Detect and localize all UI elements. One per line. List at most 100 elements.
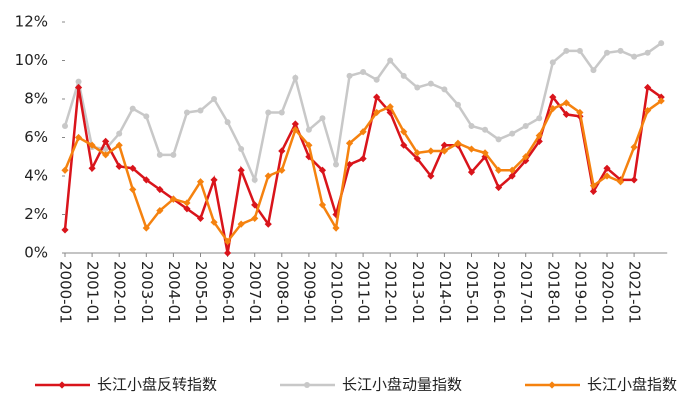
point <box>74 83 83 92</box>
point <box>617 47 624 54</box>
point <box>224 119 231 126</box>
x-tick-label: 2001-01 <box>84 261 102 324</box>
point <box>535 131 543 140</box>
point <box>562 99 570 107</box>
point <box>400 128 408 136</box>
point <box>197 107 204 114</box>
point <box>522 153 530 161</box>
point <box>305 141 313 149</box>
x-tick-label: 2019-01 <box>571 261 589 324</box>
point <box>427 172 435 180</box>
point <box>481 149 489 157</box>
point <box>333 161 339 168</box>
point <box>373 93 381 101</box>
point <box>536 115 543 122</box>
point <box>345 139 354 147</box>
point <box>631 53 638 60</box>
series <box>61 83 665 257</box>
point <box>360 69 367 76</box>
line <box>63 99 662 244</box>
y-tick-label: 10% <box>15 51 48 69</box>
x-tick-label: 2009-01 <box>300 261 318 324</box>
x-tick-label: 2021-01 <box>626 261 644 324</box>
x-tick-label: 2003-01 <box>138 261 156 324</box>
point <box>509 130 516 137</box>
point <box>238 146 245 153</box>
point <box>359 155 367 163</box>
point <box>318 201 327 209</box>
point <box>156 151 163 158</box>
point <box>304 382 310 388</box>
point <box>589 187 598 195</box>
point <box>549 93 557 101</box>
point <box>440 141 448 149</box>
point <box>467 145 476 153</box>
point <box>102 151 110 159</box>
point <box>603 172 611 180</box>
point <box>156 207 164 215</box>
point <box>644 83 652 92</box>
point <box>549 105 557 113</box>
point <box>644 106 652 115</box>
legend-label: 长江小盘动量指数 <box>342 376 462 394</box>
point <box>183 199 191 207</box>
point <box>589 182 598 190</box>
x-tick-label: 2014-01 <box>436 261 454 324</box>
x-tick-label: 2013-01 <box>409 261 427 324</box>
point <box>332 224 340 232</box>
point <box>467 168 476 176</box>
point <box>264 172 272 180</box>
point <box>61 226 69 234</box>
point <box>373 108 381 117</box>
x-tick-label: 2002-01 <box>111 261 129 324</box>
point <box>265 109 272 116</box>
point <box>400 72 407 79</box>
x-tick-label: 2017-01 <box>517 261 535 324</box>
series <box>62 40 665 184</box>
point <box>454 139 462 147</box>
point <box>88 141 96 149</box>
point <box>278 166 286 174</box>
point <box>143 113 150 120</box>
legend-label: 长江小盘指数 <box>587 376 677 394</box>
point <box>129 185 137 194</box>
point <box>454 101 461 108</box>
point <box>224 249 232 257</box>
point <box>251 201 259 209</box>
y-tick-label: 4% <box>24 167 48 185</box>
point <box>495 183 503 192</box>
point <box>603 164 611 172</box>
point <box>305 126 312 133</box>
point <box>319 115 326 122</box>
point <box>346 72 353 79</box>
point <box>62 122 68 129</box>
point <box>400 141 408 149</box>
point <box>359 128 367 136</box>
x-tick-label: 2007-01 <box>246 261 264 324</box>
point <box>224 237 232 246</box>
point <box>563 47 570 54</box>
point <box>292 74 299 81</box>
point <box>604 49 610 56</box>
point <box>169 195 177 203</box>
point <box>386 103 394 111</box>
point <box>562 110 570 118</box>
point <box>413 149 421 157</box>
point <box>237 166 245 174</box>
point <box>129 105 136 112</box>
point <box>115 162 123 170</box>
point <box>142 224 150 232</box>
x-tick-label: 2008-01 <box>273 261 291 324</box>
y-tick-label: 2% <box>24 205 48 223</box>
point <box>142 176 150 184</box>
point <box>210 218 218 226</box>
legend-label: 长江小盘反转指数 <box>97 376 217 394</box>
x-tick-label: 2015-01 <box>463 261 481 324</box>
point <box>387 57 394 64</box>
y-tick-label: 8% <box>24 90 48 108</box>
x-tick-label: 2018-01 <box>544 261 562 324</box>
point <box>291 120 299 128</box>
point <box>196 214 205 222</box>
point <box>548 381 556 389</box>
